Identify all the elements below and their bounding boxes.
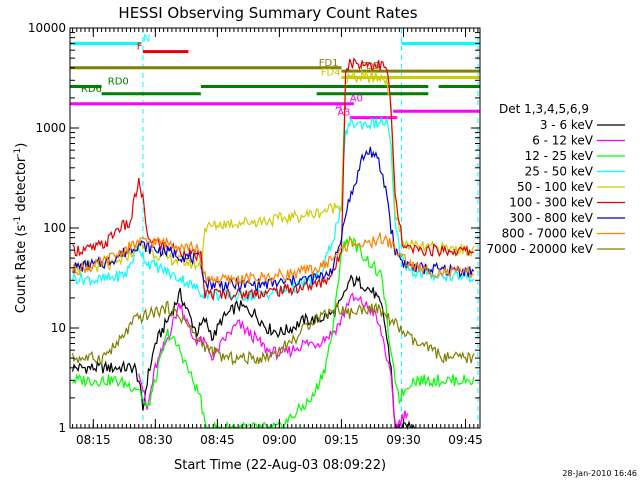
x-tick-label-2: 08:45 <box>200 433 235 447</box>
y-tick-label-4: 10000 <box>28 21 66 35</box>
series-line-5 <box>72 57 474 301</box>
x-tick-label-0: 08:15 <box>76 433 111 447</box>
x-tick-label-3: 09:00 <box>262 433 297 447</box>
y-axis-label-sup: -1 <box>13 216 23 225</box>
y-axis-label-main: Count Rate (s <box>14 225 29 314</box>
status-label-n: N <box>143 33 150 44</box>
x-tick-label-5: 09:30 <box>386 433 421 447</box>
legend-label-2: 12 - 25 keV <box>525 149 594 163</box>
series-line-2 <box>72 234 475 430</box>
y-tick-label-0: 1 <box>58 421 66 435</box>
legend-label-7: 800 - 7000 keV <box>502 227 594 241</box>
series-line-3 <box>72 116 475 303</box>
series-line-7 <box>72 232 474 286</box>
status-label-fd1: FD1 <box>319 58 339 69</box>
status-label-a1: A1 <box>335 101 348 112</box>
legend-label-6: 300 - 800 keV <box>509 211 593 225</box>
status-label-rd0: RD0 <box>108 77 129 88</box>
series-line-6 <box>72 146 475 293</box>
series-layer <box>72 57 475 430</box>
status-label-fd3: FD3 <box>360 61 380 72</box>
status-label-a3: A3 <box>337 108 350 119</box>
y-axis-label-sup2: -1 <box>13 148 23 157</box>
status-label-fd4: FD4 <box>321 67 341 78</box>
y-tick-label-1: 10 <box>51 321 66 335</box>
y-axis-label-end: ) <box>14 143 29 148</box>
status-label-rd6: RD6 <box>81 84 102 95</box>
status-label-f: F <box>137 42 143 53</box>
legend-label-5: 100 - 300 keV <box>509 196 593 210</box>
legend-label-3: 25 - 50 keV <box>525 165 594 179</box>
x-tick-label-6: 09:45 <box>448 433 483 447</box>
chart-title: HESSI Observing Summary Count Rates <box>118 4 417 22</box>
legend-title: Det 1,3,4,5,6,9 <box>499 102 589 116</box>
x-tick-label-1: 08:30 <box>138 433 173 447</box>
legend-label-8: 7000 - 20000 keV <box>486 242 593 256</box>
y-tick-label-2: 100 <box>43 221 66 235</box>
x-axis-label: Start Time (22-Aug-03 08:09:22) <box>174 458 386 473</box>
y-tick-label-3: 1000 <box>35 121 66 135</box>
axis-layer: 1 10 100 1000 10000 08:15 08:30 08:45 09:00 09:15… <box>28 21 483 447</box>
series-line-1 <box>138 292 409 429</box>
series-line-0 <box>72 274 416 430</box>
legend-label-4: 50 - 100 keV <box>517 180 594 194</box>
footer-timestamp: 28-Jan-2010 16:46 <box>562 469 637 478</box>
status-label-a0: A0 <box>350 94 363 105</box>
y-axis-label-tail: detector <box>14 156 29 216</box>
y-axis-label: Count Rate (s-1 detector-1) <box>13 143 29 314</box>
x-tick-label-4: 09:15 <box>324 433 359 447</box>
series-line-8 <box>72 300 475 366</box>
legend-label-0: 3 - 6 keV <box>540 118 594 132</box>
legend-label-1: 6 - 12 keV <box>532 134 594 148</box>
